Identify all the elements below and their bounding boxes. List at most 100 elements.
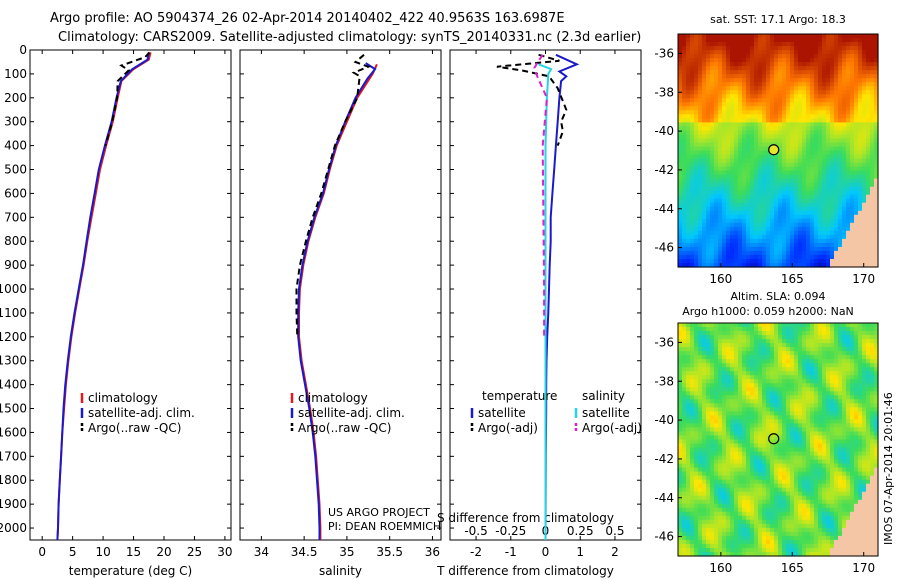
map-cell: [754, 78, 759, 83]
map-cell: [806, 182, 811, 188]
map-cell: [794, 463, 799, 469]
map-cell: [746, 138, 751, 143]
map-cell: [870, 194, 875, 200]
map-cell: [870, 90, 875, 95]
map-cell: [734, 130, 739, 135]
map-cell: [826, 154, 831, 160]
map-cell: [874, 435, 879, 441]
map-cell: [850, 58, 855, 63]
map-cell: [778, 170, 783, 176]
map-cell: [814, 250, 819, 256]
map-cell: [726, 90, 731, 95]
map-cell: [758, 170, 763, 176]
map-cell: [850, 94, 855, 99]
map-cell: [698, 246, 703, 252]
map-cell: [734, 383, 739, 388]
map-cell: [854, 134, 859, 139]
map-cell: [802, 254, 807, 260]
map-cell: [682, 154, 687, 160]
map-cell: [874, 82, 879, 87]
map-cell: [722, 82, 727, 87]
map-cell: [802, 451, 807, 457]
map-cell: [766, 419, 771, 424]
map-cell: [754, 186, 759, 192]
map-cell: [834, 395, 839, 400]
map-cell: [842, 206, 847, 212]
map-cell: [686, 443, 691, 449]
map-cell: [690, 415, 695, 420]
map-cell: [822, 395, 827, 400]
map-cell: [702, 118, 707, 123]
map-cell: [754, 455, 759, 461]
map-cell: [730, 347, 735, 352]
map-cell: [794, 391, 799, 396]
map-cell: [758, 242, 763, 248]
map-cell: [842, 343, 847, 348]
map-cell: [790, 463, 795, 469]
map-cell: [722, 399, 727, 404]
map-cell: [722, 98, 727, 103]
map-cell: [690, 467, 695, 473]
map-cell: [750, 222, 755, 228]
map-cell: [762, 451, 767, 457]
map-cell: [722, 375, 727, 380]
series-line-satellite-adj-clim-: [297, 62, 377, 540]
map-cell: [726, 78, 731, 83]
map-cell: [822, 106, 827, 111]
map-cell: [846, 218, 851, 224]
map-cell: [854, 435, 859, 441]
map-cell: [778, 439, 783, 445]
map-cell: [694, 226, 699, 232]
map-cell: [746, 359, 751, 364]
map-cell: [686, 242, 691, 248]
map-cell: [762, 463, 767, 469]
map-cell: [874, 375, 879, 380]
map-cell: [870, 210, 875, 216]
map-cell: [774, 375, 779, 380]
map-cell: [854, 443, 859, 449]
map-cell: [698, 86, 703, 91]
map-cell: [838, 407, 843, 412]
legend-label: satellite: [478, 406, 526, 420]
map-cell: [742, 186, 747, 192]
map-cell: [710, 178, 715, 184]
map-cell: [726, 226, 731, 232]
map-cell: [746, 62, 751, 67]
map-cell: [766, 54, 771, 59]
map-cell: [782, 218, 787, 224]
map-cell: [690, 94, 695, 99]
map-cell: [846, 375, 851, 380]
map-cell: [806, 202, 811, 208]
map-cell: [710, 250, 715, 256]
map-cell: [778, 78, 783, 83]
map-cell: [706, 50, 711, 55]
map-cell: [814, 331, 819, 336]
map-cell: [746, 98, 751, 103]
map-cell: [706, 254, 711, 260]
map-cell: [702, 198, 707, 204]
map-cell: [834, 391, 839, 396]
map-cell: [838, 98, 843, 103]
map-cell: [834, 82, 839, 87]
map-cell: [786, 50, 791, 55]
map-cell: [874, 399, 879, 404]
map-cell: [822, 351, 827, 356]
map-cell: [702, 62, 707, 67]
map-cell: [686, 90, 691, 95]
map-cell: [866, 463, 871, 469]
map-cell: [822, 158, 827, 164]
map-cell: [734, 363, 739, 368]
map-cell: [698, 327, 703, 332]
map-cell: [822, 38, 827, 43]
map-cell: [758, 343, 763, 348]
x-tick-label: 1: [576, 545, 584, 559]
map-cell: [874, 347, 879, 352]
map-cell: [754, 459, 759, 465]
map-cell: [730, 254, 735, 260]
map-cell: [826, 351, 831, 356]
map-cell: [834, 70, 839, 75]
map-cell: [710, 331, 715, 336]
map-cell: [690, 355, 695, 360]
map-cell: [766, 439, 771, 445]
